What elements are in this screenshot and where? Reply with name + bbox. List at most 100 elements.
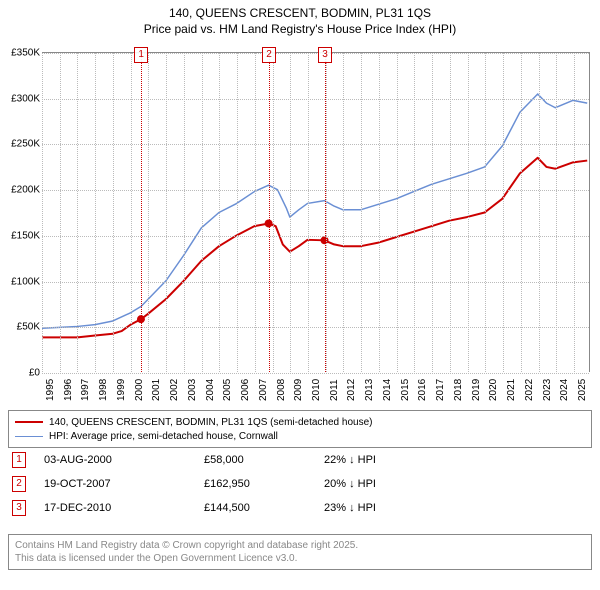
event-line	[325, 53, 326, 372]
gridline-x	[113, 53, 114, 372]
y-tick-label: £300K	[0, 93, 40, 104]
x-tick-label: 2018	[453, 379, 464, 401]
chart-container: 140, QUEENS CRESCENT, BODMIN, PL31 1QS P…	[0, 0, 600, 590]
gridline-y	[42, 53, 589, 54]
gridline-y	[42, 236, 589, 237]
x-tick-label: 2012	[346, 379, 357, 401]
sale-hpi: 22% ↓ HPI	[324, 454, 444, 466]
gridline-x	[290, 53, 291, 372]
legend-swatch-hpi	[15, 436, 43, 437]
gridline-x	[255, 53, 256, 372]
x-tick-label: 1995	[45, 379, 56, 401]
x-tick-label: 2023	[542, 379, 553, 401]
y-tick-label: £350K	[0, 48, 40, 59]
x-tick-label: 2000	[134, 379, 145, 401]
x-tick-label: 1996	[63, 379, 74, 401]
y-tick-label: £200K	[0, 185, 40, 196]
gridline-x	[77, 53, 78, 372]
gridline-y	[42, 190, 589, 191]
sale-marker: 3	[12, 500, 26, 516]
gridline-x	[397, 53, 398, 372]
event-marker: 1	[134, 47, 148, 63]
y-tick-label: £0	[0, 368, 40, 379]
x-tick-label: 2010	[311, 379, 322, 401]
x-tick-label: 2005	[222, 379, 233, 401]
attribution: Contains HM Land Registry data © Crown c…	[8, 534, 592, 570]
x-tick-label: 2006	[240, 379, 251, 401]
legend-label-hpi: HPI: Average price, semi-detached house,…	[49, 431, 278, 442]
legend-label-price-paid: 140, QUEENS CRESCENT, BODMIN, PL31 1QS (…	[49, 417, 372, 428]
event-marker: 2	[262, 47, 276, 63]
gridline-x	[343, 53, 344, 372]
gridline-x	[468, 53, 469, 372]
x-tick-label: 2008	[276, 379, 287, 401]
x-tick-label: 2009	[293, 379, 304, 401]
sale-hpi: 20% ↓ HPI	[324, 478, 444, 490]
legend-row-price-paid: 140, QUEENS CRESCENT, BODMIN, PL31 1QS (…	[15, 415, 585, 429]
gridline-x	[379, 53, 380, 372]
gridline-x	[131, 53, 132, 372]
x-tick-label: 2020	[488, 379, 499, 401]
series-line-hpi	[42, 94, 587, 328]
sale-row: 3 17-DEC-2010£144,50023% ↓ HPI	[12, 496, 588, 520]
attribution-line2: This data is licensed under the Open Gov…	[15, 552, 585, 565]
x-tick-label: 1997	[80, 379, 91, 401]
x-tick-label: 2001	[151, 379, 162, 401]
x-tick-label: 2016	[417, 379, 428, 401]
gridline-x	[60, 53, 61, 372]
gridline-x	[219, 53, 220, 372]
sale-date: 19-OCT-2007	[44, 478, 204, 490]
sale-marker: 2	[12, 476, 26, 492]
event-line	[141, 53, 142, 372]
gridline-x	[556, 53, 557, 372]
sale-date: 17-DEC-2010	[44, 502, 204, 514]
sale-price: £58,000	[204, 454, 324, 466]
x-tick-label: 2025	[577, 379, 588, 401]
x-tick-label: 2015	[400, 379, 411, 401]
gridline-x	[237, 53, 238, 372]
gridline-x	[361, 53, 362, 372]
gridline-y	[42, 282, 589, 283]
y-tick-label: £50K	[0, 322, 40, 333]
x-tick-label: 2014	[382, 379, 393, 401]
sales-table: 103-AUG-2000£58,00022% ↓ HPI 2 19-OCT-2007…	[12, 448, 588, 520]
gridline-x	[574, 53, 575, 372]
sale-row: 2 19-OCT-2007£162,95020% ↓ HPI	[12, 472, 588, 496]
gridline-x	[166, 53, 167, 372]
gridline-x	[539, 53, 540, 372]
gridline-x	[202, 53, 203, 372]
gridline-x	[432, 53, 433, 372]
gridline-x	[308, 53, 309, 372]
sale-price: £162,950	[204, 478, 324, 490]
gridline-y	[42, 327, 589, 328]
attribution-line1: Contains HM Land Registry data © Crown c…	[15, 539, 585, 552]
event-line	[269, 53, 270, 372]
series-line-price_paid	[42, 158, 587, 338]
gridline-x	[95, 53, 96, 372]
x-tick-label: 2004	[205, 379, 216, 401]
gridline-y	[42, 99, 589, 100]
sale-hpi: 23% ↓ HPI	[324, 502, 444, 514]
x-tick-label: 2003	[187, 379, 198, 401]
sale-row: 103-AUG-2000£58,00022% ↓ HPI	[12, 448, 588, 472]
title-line1: 140, QUEENS CRESCENT, BODMIN, PL31 1QS	[0, 6, 600, 22]
x-tick-label: 2019	[471, 379, 482, 401]
legend-swatch-price-paid	[15, 421, 43, 423]
y-tick-label: £250K	[0, 139, 40, 150]
x-tick-label: 2013	[364, 379, 375, 401]
sale-date: 03-AUG-2000	[44, 454, 204, 466]
x-tick-label: 2021	[506, 379, 517, 401]
x-tick-label: 1998	[98, 379, 109, 401]
sale-price: £144,500	[204, 502, 324, 514]
gridline-y	[42, 373, 589, 374]
gridline-x	[273, 53, 274, 372]
title-line2: Price paid vs. HM Land Registry's House …	[0, 22, 600, 38]
legend-row-hpi: HPI: Average price, semi-detached house,…	[15, 429, 585, 443]
gridline-x	[485, 53, 486, 372]
x-tick-label: 1999	[116, 379, 127, 401]
legend: 140, QUEENS CRESCENT, BODMIN, PL31 1QS (…	[8, 410, 592, 448]
x-tick-label: 2011	[329, 379, 340, 401]
gridline-x	[414, 53, 415, 372]
gridline-y	[42, 144, 589, 145]
y-tick-label: £150K	[0, 230, 40, 241]
